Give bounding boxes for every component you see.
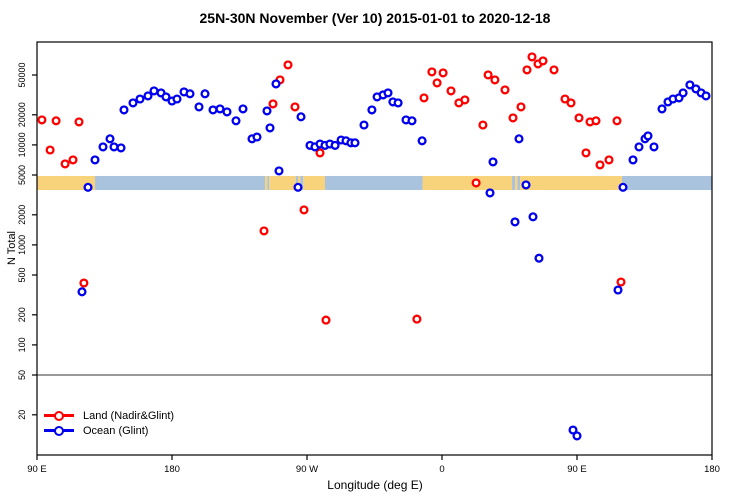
svg-text:50000: 50000 bbox=[17, 62, 27, 87]
legend-label-land: Land (Nadir&Glint) bbox=[83, 409, 175, 422]
svg-text:20: 20 bbox=[17, 410, 27, 420]
svg-text:2000: 2000 bbox=[17, 205, 27, 225]
surface-band-layer bbox=[37, 175, 712, 190]
svg-text:0: 0 bbox=[439, 464, 444, 475]
series-points-1 bbox=[77, 79, 711, 441]
svg-text:90 E: 90 E bbox=[27, 464, 47, 475]
land-ring-icon bbox=[54, 410, 64, 421]
y-axis-label: N Total bbox=[6, 230, 18, 266]
svg-text:500: 500 bbox=[17, 267, 27, 282]
chart-title: 25N-30N November (Ver 10) 2015-01-01 to … bbox=[199, 10, 551, 26]
svg-text:50: 50 bbox=[17, 370, 27, 380]
svg-text:100: 100 bbox=[17, 337, 27, 352]
svg-text:20000: 20000 bbox=[17, 102, 27, 127]
x-axis-label: Longitude (deg E) bbox=[327, 478, 423, 492]
svg-text:10000: 10000 bbox=[17, 132, 27, 157]
svg-text:5000: 5000 bbox=[17, 165, 27, 185]
plot-frame bbox=[36, 41, 713, 456]
ocean-ring-icon bbox=[54, 425, 64, 436]
series-points-0 bbox=[37, 52, 626, 325]
legend-label-ocean: Ocean (Glint) bbox=[83, 424, 149, 437]
axis-layer: 90 E 180 90 W 0 90 E 180 20 50 100 200 500 1000 2000… bbox=[17, 62, 720, 475]
ocean-series-marker-icon bbox=[44, 425, 74, 436]
legend: Land (Nadir&Glint) Ocean (Glint) bbox=[44, 408, 174, 438]
svg-text:90 W: 90 W bbox=[296, 464, 318, 475]
svg-text:180: 180 bbox=[704, 464, 720, 475]
legend-item-ocean: Ocean (Glint) bbox=[44, 423, 174, 438]
land-series-marker-icon bbox=[44, 410, 74, 421]
svg-text:180: 180 bbox=[164, 464, 180, 475]
svg-text:90 E: 90 E bbox=[567, 464, 587, 475]
legend-item-land: Land (Nadir&Glint) bbox=[44, 408, 174, 423]
svg-text:1000: 1000 bbox=[17, 235, 27, 255]
svg-text:200: 200 bbox=[17, 307, 27, 322]
